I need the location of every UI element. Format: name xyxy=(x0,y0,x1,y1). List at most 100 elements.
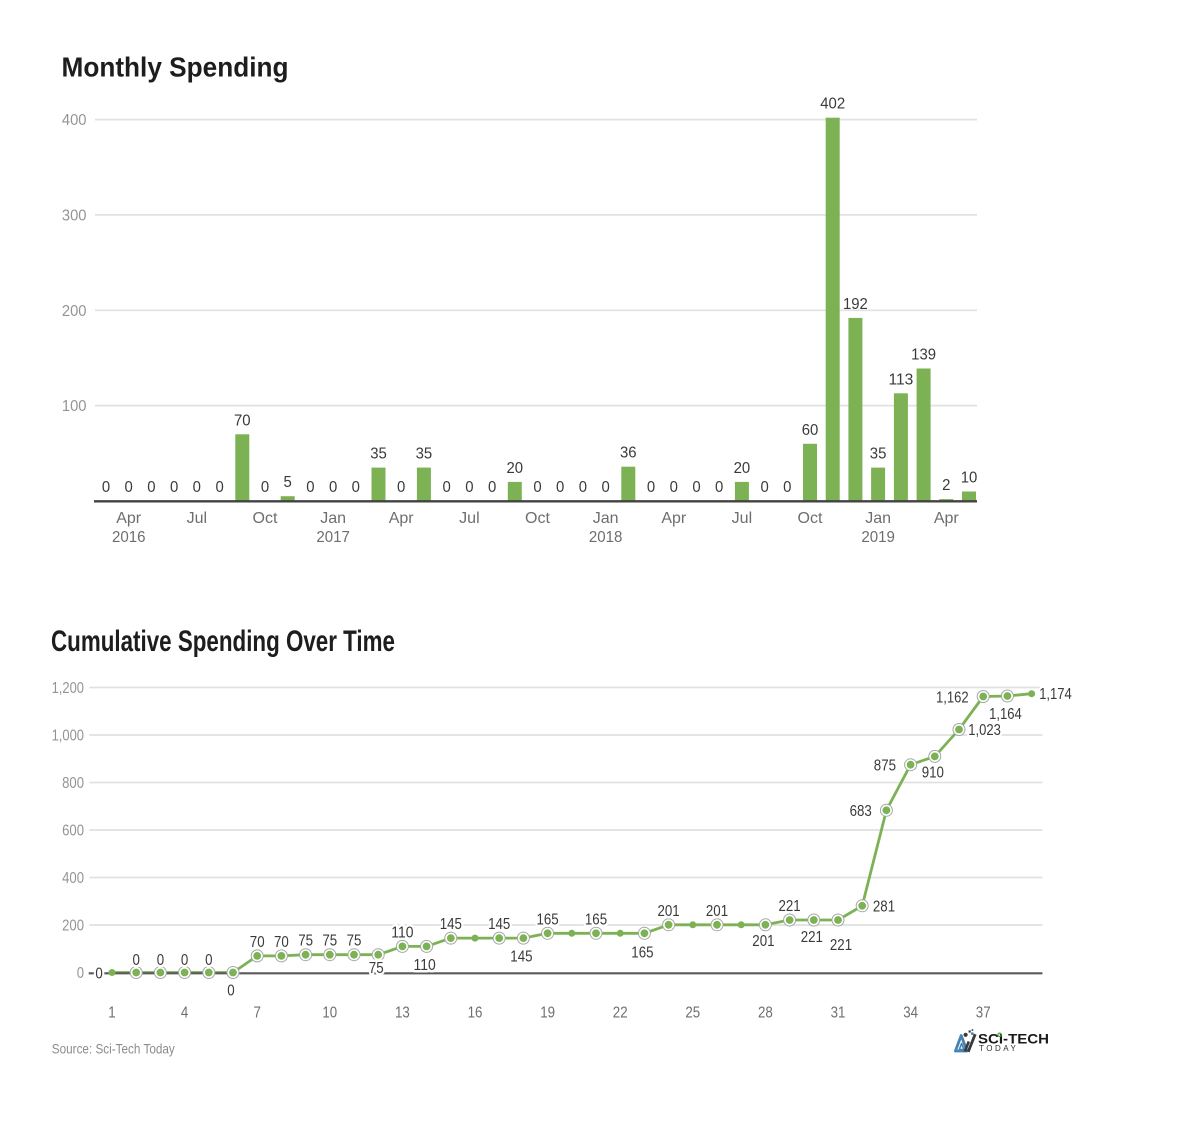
svg-text:34: 34 xyxy=(903,1004,918,1021)
svg-text:0: 0 xyxy=(488,479,496,496)
svg-text:0: 0 xyxy=(329,479,337,496)
svg-text:70: 70 xyxy=(234,412,251,429)
svg-text:60: 60 xyxy=(802,422,819,439)
svg-text:Apr: Apr xyxy=(934,510,960,527)
svg-text:2016: 2016 xyxy=(112,529,146,546)
svg-text:Cumulative Spending Over Time: Cumulative Spending Over Time xyxy=(51,625,395,658)
svg-text:1: 1 xyxy=(108,1004,115,1021)
svg-text:35: 35 xyxy=(870,446,887,463)
svg-text:110: 110 xyxy=(391,924,413,941)
svg-text:Source: Sci-Tech Today: Source: Sci-Tech Today xyxy=(52,1040,175,1056)
svg-text:145: 145 xyxy=(488,916,510,933)
svg-text:0: 0 xyxy=(670,479,678,496)
svg-text:201: 201 xyxy=(706,903,728,920)
svg-text:19: 19 xyxy=(540,1004,555,1021)
svg-text:0: 0 xyxy=(397,479,405,496)
svg-text:201: 201 xyxy=(752,933,774,950)
svg-text:75: 75 xyxy=(298,933,313,950)
svg-text:0: 0 xyxy=(215,479,223,496)
svg-text:221: 221 xyxy=(779,898,801,915)
svg-text:0: 0 xyxy=(125,479,133,496)
svg-text:402: 402 xyxy=(820,96,845,113)
svg-text:0: 0 xyxy=(157,952,164,969)
svg-text:0: 0 xyxy=(533,479,541,496)
svg-text:300: 300 xyxy=(62,207,87,224)
svg-text:0: 0 xyxy=(147,479,155,496)
svg-text:192: 192 xyxy=(843,296,868,313)
svg-text:35: 35 xyxy=(416,446,433,463)
svg-text:0: 0 xyxy=(465,479,473,496)
svg-text:0: 0 xyxy=(692,479,700,496)
svg-text:5: 5 xyxy=(284,474,292,491)
svg-text:400: 400 xyxy=(62,112,87,129)
svg-text:0: 0 xyxy=(443,479,451,496)
svg-text:75: 75 xyxy=(347,933,362,950)
svg-text:1,164: 1,164 xyxy=(989,706,1022,723)
svg-text:0: 0 xyxy=(306,479,314,496)
svg-text:0: 0 xyxy=(170,479,178,496)
svg-text:Oct: Oct xyxy=(798,510,823,527)
svg-text:70: 70 xyxy=(250,934,265,951)
svg-text:200: 200 xyxy=(62,303,87,320)
svg-text:0: 0 xyxy=(102,479,110,496)
svg-text:221: 221 xyxy=(801,929,823,946)
svg-text:20: 20 xyxy=(507,460,524,477)
svg-text:0: 0 xyxy=(205,952,212,969)
svg-text:TODAY: TODAY xyxy=(979,1044,1018,1053)
svg-text:145: 145 xyxy=(440,916,462,933)
svg-text:165: 165 xyxy=(537,911,559,928)
svg-text:25: 25 xyxy=(685,1004,700,1021)
svg-text:165: 165 xyxy=(631,944,653,961)
svg-text:100: 100 xyxy=(62,398,87,415)
svg-text:1,000: 1,000 xyxy=(52,728,84,745)
svg-text:1,174: 1,174 xyxy=(1039,686,1072,703)
svg-text:221: 221 xyxy=(830,937,852,954)
svg-text:75: 75 xyxy=(322,933,337,950)
svg-text:0: 0 xyxy=(95,965,102,982)
svg-text:0: 0 xyxy=(579,479,587,496)
svg-text:35: 35 xyxy=(370,446,387,463)
svg-text:0: 0 xyxy=(556,479,564,496)
svg-text:1,023: 1,023 xyxy=(968,722,1001,739)
svg-text:910: 910 xyxy=(922,764,944,781)
svg-text:7: 7 xyxy=(254,1004,261,1021)
svg-text:0: 0 xyxy=(227,983,234,1000)
svg-text:Jan: Jan xyxy=(865,510,891,527)
svg-text:201: 201 xyxy=(658,903,680,920)
svg-text:16: 16 xyxy=(468,1004,483,1021)
svg-text:Oct: Oct xyxy=(525,510,550,527)
svg-text:75: 75 xyxy=(369,960,384,977)
svg-text:0: 0 xyxy=(133,952,140,969)
svg-text:37: 37 xyxy=(976,1004,991,1021)
svg-text:0: 0 xyxy=(193,479,201,496)
svg-text:36: 36 xyxy=(620,445,637,462)
svg-text:20: 20 xyxy=(734,460,751,477)
svg-text:Jul: Jul xyxy=(187,510,207,527)
svg-text:0: 0 xyxy=(601,479,609,496)
svg-text:800: 800 xyxy=(62,775,84,792)
svg-text:70: 70 xyxy=(274,934,289,951)
svg-text:Jan: Jan xyxy=(320,510,346,527)
svg-text:4: 4 xyxy=(181,1004,188,1021)
svg-text:0: 0 xyxy=(715,479,723,496)
svg-text:1,162: 1,162 xyxy=(936,689,969,706)
svg-text:Apr: Apr xyxy=(116,510,142,527)
svg-text:Monthly Spending: Monthly Spending xyxy=(62,52,289,83)
svg-text:28: 28 xyxy=(758,1004,773,1021)
svg-text:2019: 2019 xyxy=(861,529,895,546)
svg-text:2018: 2018 xyxy=(589,529,623,546)
svg-text:0: 0 xyxy=(783,479,791,496)
svg-text:0: 0 xyxy=(647,479,655,496)
svg-text:10: 10 xyxy=(961,470,978,487)
svg-text:0: 0 xyxy=(261,479,269,496)
svg-text:281: 281 xyxy=(873,898,895,915)
svg-text:1,200: 1,200 xyxy=(52,680,84,697)
svg-text:400: 400 xyxy=(62,870,84,887)
svg-text:0: 0 xyxy=(760,479,768,496)
svg-text:113: 113 xyxy=(888,371,913,388)
svg-text:10: 10 xyxy=(322,1004,337,1021)
svg-text:Jul: Jul xyxy=(732,510,752,527)
svg-text:2017: 2017 xyxy=(316,529,350,546)
svg-text:Apr: Apr xyxy=(389,510,415,527)
svg-text:31: 31 xyxy=(831,1004,846,1021)
